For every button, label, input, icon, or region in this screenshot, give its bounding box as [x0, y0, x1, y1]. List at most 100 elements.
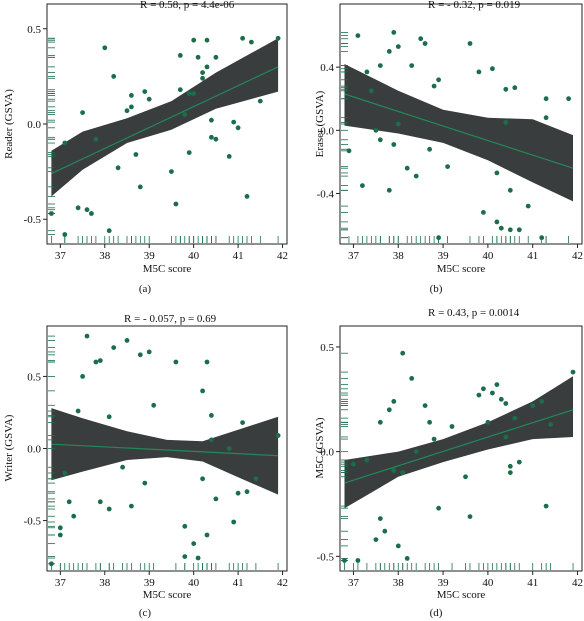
- data-point: [146, 349, 152, 355]
- data-point: [418, 36, 424, 42]
- data-point: [351, 461, 356, 467]
- data-point: [209, 437, 214, 443]
- confidence-band: [51, 408, 279, 495]
- data-point: [386, 407, 392, 413]
- data-point: [226, 154, 232, 159]
- x-tick-label: 37: [348, 577, 360, 589]
- data-point: [97, 358, 103, 363]
- data-point: [391, 468, 397, 473]
- data-point: [213, 496, 219, 502]
- y-tick-label: -0.5: [24, 516, 42, 528]
- data-point: [476, 392, 482, 398]
- data-point: [377, 516, 383, 521]
- y-axis-title: Reader (GSVA): [3, 89, 15, 159]
- data-point: [503, 434, 509, 440]
- data-point: [386, 49, 392, 54]
- data-point: [93, 359, 99, 365]
- x-tick-label: 37: [55, 577, 67, 589]
- data-point: [200, 75, 206, 81]
- data-point: [449, 424, 455, 429]
- data-point: [231, 519, 237, 525]
- data-point: [431, 436, 437, 442]
- data-point: [102, 45, 108, 51]
- data-point: [111, 345, 117, 350]
- data-point: [566, 96, 571, 102]
- data-point: [244, 194, 250, 199]
- data-point: [173, 201, 179, 207]
- data-point: [106, 506, 112, 512]
- data-point: [142, 89, 148, 94]
- data-point: [191, 91, 197, 96]
- x-tick-label: 38: [393, 250, 405, 262]
- x-tick-label: 42: [572, 577, 583, 589]
- data-point: [75, 408, 81, 414]
- panel-label: (d): [430, 607, 443, 619]
- data-point: [89, 211, 94, 216]
- correlation-annotation: R = 0.43, p = 0.0014: [428, 307, 520, 319]
- data-point: [137, 184, 143, 190]
- x-axis-title: M5C score: [143, 589, 192, 601]
- data-point: [204, 532, 210, 538]
- data-point: [436, 77, 441, 83]
- data-point: [200, 476, 206, 482]
- data-point: [516, 459, 522, 465]
- regression-line: [344, 93, 574, 169]
- x-axis-title: M5C score: [437, 589, 486, 601]
- data-point: [182, 112, 188, 117]
- y-tick-label: 0.0: [320, 447, 334, 459]
- data-point: [80, 374, 85, 379]
- data-point: [516, 227, 522, 233]
- data-point: [427, 146, 432, 152]
- y-tick-label: 0.5: [27, 24, 41, 36]
- data-point: [235, 125, 241, 131]
- data-point: [543, 96, 549, 102]
- data-point: [186, 91, 192, 96]
- data-point: [57, 525, 63, 531]
- x-tick-label: 39: [144, 577, 156, 589]
- data-point: [231, 119, 237, 125]
- data-point: [355, 558, 361, 563]
- plot-frame: [339, 325, 583, 572]
- data-point: [186, 150, 192, 156]
- data-point: [151, 402, 157, 408]
- y-tick-label: -0.5: [24, 214, 42, 226]
- data-point: [507, 227, 513, 233]
- data-point: [490, 66, 495, 72]
- data-point: [391, 142, 397, 147]
- data-point: [244, 489, 250, 495]
- x-tick-label: 42: [572, 250, 583, 262]
- data-point: [467, 41, 473, 46]
- data-point: [137, 352, 143, 358]
- data-point: [413, 173, 419, 179]
- x-tick-label: 38: [393, 577, 405, 589]
- data-point: [485, 419, 491, 425]
- data-point: [494, 219, 500, 225]
- data-point: [84, 333, 90, 339]
- data-point: [129, 93, 134, 98]
- data-point: [395, 543, 401, 549]
- y-tick-label: 0.0: [27, 119, 41, 131]
- data-point: [213, 54, 219, 60]
- regression-line: [51, 66, 279, 175]
- regression-line: [51, 443, 279, 457]
- x-tick-label: 40: [188, 250, 200, 262]
- chart-panel-3: 37 38 39 40 41 42 -0.5 0.0 0.5 R = - 0.057, p = 0…: [3, 313, 288, 619]
- data-point: [124, 338, 130, 343]
- data-point: [209, 134, 214, 140]
- data-point: [169, 169, 174, 175]
- data-point: [400, 470, 406, 475]
- data-point: [226, 446, 232, 451]
- y-tick-label: 0.5: [27, 371, 41, 383]
- data-point: [494, 382, 500, 387]
- x-tick-label: 38: [99, 250, 111, 262]
- data-point: [173, 359, 179, 365]
- data-point: [240, 35, 246, 41]
- data-point: [400, 350, 406, 356]
- plot-frame: [339, 3, 583, 245]
- x-tick-label: 37: [348, 250, 360, 262]
- data-point: [146, 96, 152, 102]
- data-point: [275, 35, 281, 41]
- data-point: [106, 414, 112, 420]
- data-point: [490, 390, 495, 396]
